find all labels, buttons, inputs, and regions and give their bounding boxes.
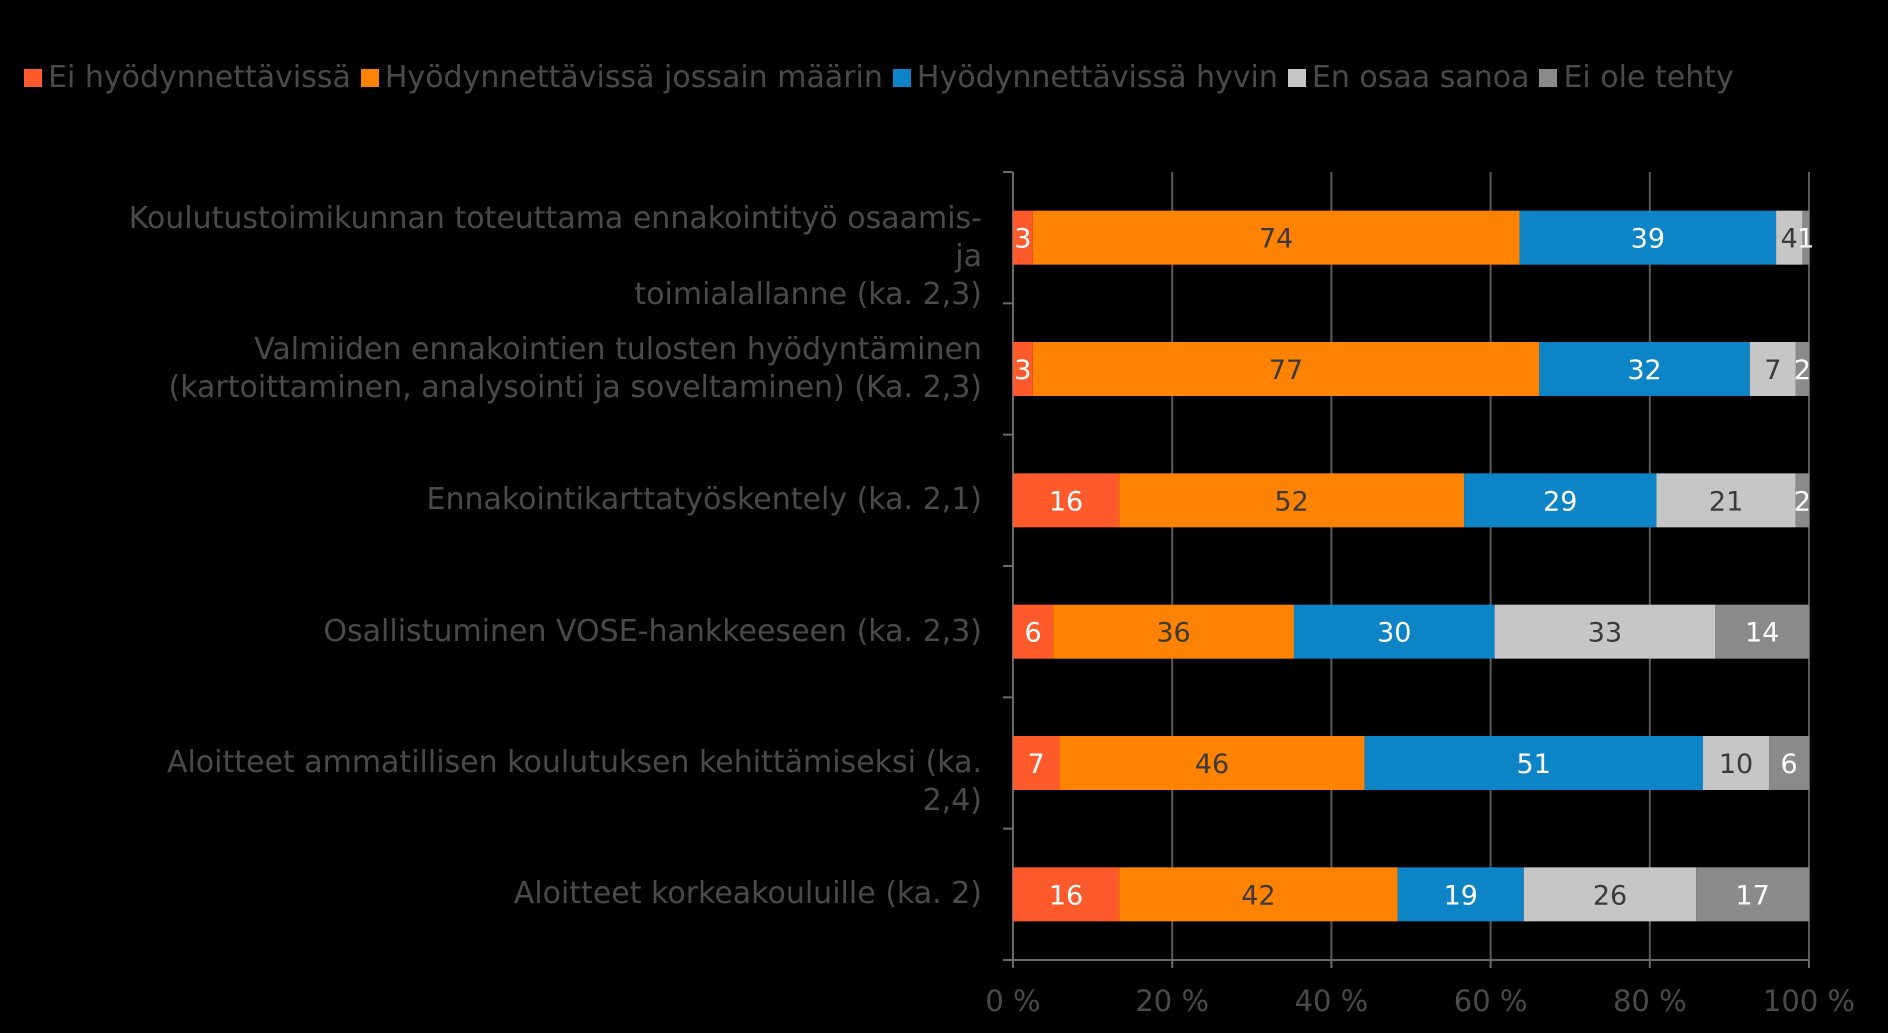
bar-segment (1013, 867, 1120, 922)
bar-segment (1523, 867, 1697, 922)
bar-segment (1494, 604, 1716, 659)
legend-entry: Hyödynnettävissä jossain määrin (360, 60, 883, 95)
data-label: 29 (1543, 486, 1577, 517)
legend-swatch (360, 68, 379, 87)
category-label-line: Osallistuminen VOSE-hankkeeseen (ka. 2,3… (323, 613, 982, 649)
data-label: 16 (1049, 880, 1083, 911)
data-label: 4 (1781, 224, 1798, 255)
bar-segment (1539, 342, 1750, 396)
bar-segment (1749, 342, 1796, 396)
bar-segment (1013, 736, 1060, 790)
x-tick-label: 20 % (1135, 984, 1210, 1018)
data-label: 46 (1195, 749, 1229, 780)
data-label: 7 (1028, 749, 1045, 780)
legend-entry: Ei hyödynnettävissä (24, 60, 351, 95)
bar-segment (1769, 736, 1809, 790)
category-label-line: toimialallanne (ka. 2,3) (634, 276, 982, 312)
category-label-line: Koulutustoimikunnan toteuttama ennakoint… (128, 200, 982, 274)
data-label: 39 (1631, 224, 1665, 255)
bar-segment (1013, 604, 1054, 659)
data-label: 2 (1794, 486, 1811, 517)
category-label: Koulutustoimikunnan toteuttama ennakoint… (102, 200, 982, 314)
data-label: 30 (1377, 618, 1411, 649)
bar-segment (1032, 210, 1520, 265)
bar-segment (1795, 473, 1809, 528)
bar-segment (1802, 210, 1809, 265)
bar-segment (1795, 342, 1809, 396)
legend-swatch (24, 68, 42, 87)
x-tick-label: 80 % (1612, 984, 1687, 1018)
data-label: 42 (1241, 880, 1275, 911)
category-label: Osallistuminen VOSE-hankkeeseen (ka. 2,3… (102, 613, 982, 651)
data-label: 77 (1269, 355, 1303, 386)
bar-segment (1776, 210, 1803, 265)
data-label: 52 (1274, 486, 1308, 517)
category-label-line: (kartoittaminen, analysointi ja soveltam… (168, 370, 982, 405)
category-label: Aloitteet korkeakouluille (ka. 2) (102, 875, 982, 913)
legend-swatch (1539, 68, 1558, 87)
category-label-line: Aloitteet ammatillisen koulutuksen kehit… (166, 745, 982, 818)
data-label: 16 (1049, 486, 1083, 517)
x-tick-label: 60 % (1453, 984, 1528, 1018)
category-label-line: Ennakointikarttatyöskentely (ka. 2,1) (426, 482, 982, 518)
bar-segment (1519, 210, 1777, 265)
legend-label: Hyödynnettävissä hyvin (916, 60, 1278, 95)
bar-segment (1032, 342, 1540, 396)
bar-segment (1702, 736, 1770, 790)
category-label: Valmiiden ennakointien tulosten hyödyntä… (102, 331, 982, 407)
x-tick-label: 40 % (1294, 984, 1369, 1018)
legend-entry: Hyödynnettävissä hyvin (892, 60, 1278, 95)
data-label: 33 (1588, 618, 1622, 649)
bar-segment (1119, 867, 1398, 922)
data-label: 14 (1745, 618, 1779, 649)
x-tick-label: 0 % (985, 984, 1041, 1018)
x-tick-label: 100 % (1762, 984, 1856, 1018)
bar-segment (1464, 473, 1657, 528)
bar-segment (1293, 604, 1495, 659)
legend-label: Ei ole tehty (1563, 60, 1734, 95)
data-label: 26 (1593, 880, 1627, 911)
bar-segment (1364, 736, 1703, 790)
bar-segment (1656, 473, 1796, 528)
data-label: 36 (1156, 618, 1190, 649)
data-label: 6 (1781, 749, 1798, 780)
data-label: 19 (1444, 880, 1478, 911)
bar-segment (1053, 604, 1294, 659)
bar-segment (1119, 473, 1465, 528)
data-label: 1 (1797, 224, 1814, 255)
category-label: Ennakointikarttatyöskentely (ka. 2,1) (102, 481, 982, 519)
legend-entry: Ei ole tehty (1539, 60, 1734, 95)
data-label: 2 (1794, 355, 1811, 386)
bar-segment (1397, 867, 1524, 922)
legend-label: Hyödynnettävissä jossain määrin (384, 60, 883, 95)
legend-swatch (1287, 68, 1306, 87)
bar-segment (1013, 210, 1033, 265)
bar-segment (1059, 736, 1365, 790)
data-label: 32 (1627, 355, 1661, 386)
category-label-line: Valmiiden ennakointien tulosten hyödyntä… (254, 332, 982, 367)
legend-label: En osaa sanoa (1311, 60, 1530, 95)
data-label: 17 (1735, 880, 1769, 911)
data-label: 51 (1517, 749, 1551, 780)
legend-label: Ei hyödynnettävissä (48, 60, 351, 95)
data-label: 3 (1014, 355, 1031, 386)
bar-segment (1715, 604, 1809, 659)
legend-entry: En osaa sanoa (1287, 60, 1530, 95)
category-label-line: Aloitteet korkeakouluille (ka. 2) (513, 876, 982, 912)
data-label: 21 (1709, 486, 1743, 517)
bar-segment (1013, 342, 1033, 396)
data-label: 10 (1719, 749, 1753, 780)
data-label: 7 (1764, 355, 1781, 386)
data-label: 74 (1259, 224, 1293, 255)
data-label: 3 (1014, 224, 1031, 255)
data-label: 6 (1024, 618, 1041, 649)
bar-segment (1013, 473, 1120, 528)
chart-legend: Ei hyödynnettävissä Hyödynnettävissä joss… (24, 60, 1744, 95)
bar-segment (1696, 867, 1809, 922)
legend-swatch (892, 68, 911, 87)
category-label: Aloitteet ammatillisen koulutuksen kehit… (102, 744, 982, 820)
